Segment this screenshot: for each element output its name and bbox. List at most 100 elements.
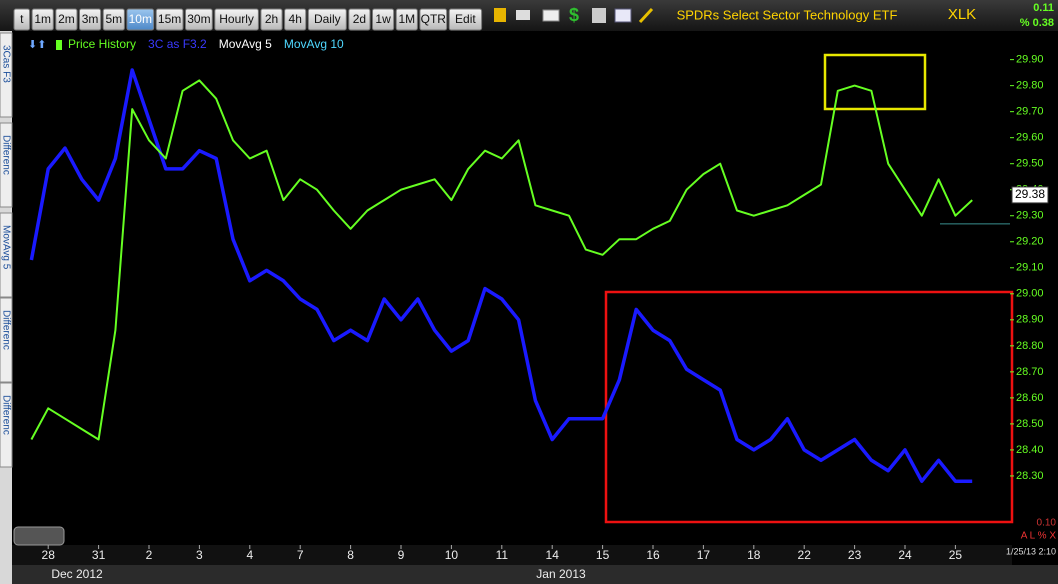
print-icon[interactable] <box>592 8 606 23</box>
toolbar-button[interactable] <box>448 8 483 31</box>
toolbar-button[interactable] <box>372 8 395 31</box>
toolbar-button-label[interactable]: 5m <box>105 12 122 26</box>
legend: ⬇⬆ Price History 3C as F3.2 MovAvg 5 MovAvg… <box>28 37 344 51</box>
sidebar-tabs: 3Cas F3 Differenc MovAvg 5 Differenc Differe… <box>0 32 13 468</box>
y-tick-label: 28.40 <box>1016 444 1044 456</box>
toolbar-button-label[interactable]: QTR <box>421 12 447 26</box>
x-tick-label: 24 <box>898 548 912 562</box>
pencil-icon[interactable] <box>638 7 654 24</box>
sidebar-tab-label[interactable]: Differenc <box>0 395 11 435</box>
x-tick-label: 9 <box>398 548 405 562</box>
x-tick-label: 28 <box>42 548 56 562</box>
y-tick-label: 29.50 <box>1016 158 1044 170</box>
toolbar-button-label[interactable]: 15m <box>158 12 181 26</box>
toolbar-button[interactable] <box>214 8 259 31</box>
x-tick-label: 23 <box>848 548 862 562</box>
y-tick-label: 28.50 <box>1016 418 1044 430</box>
legend-arrows: ⬇⬆ <box>28 39 46 51</box>
toolbar-button[interactable] <box>260 8 283 31</box>
legend-swatch <box>56 40 62 50</box>
x-tick-label: 2 <box>146 548 153 562</box>
x-tick-label: 18 <box>747 548 761 562</box>
toolbar-button[interactable] <box>185 8 213 31</box>
month-strip <box>12 565 1058 584</box>
last-price-label: 29.38 <box>1015 187 1045 201</box>
screen-icon[interactable] <box>614 8 632 23</box>
x-tick-label: 4 <box>246 548 253 562</box>
toolbar-button-label[interactable]: 2h <box>265 12 278 26</box>
month-label: Dec 2012 <box>51 567 103 581</box>
change-pct: % 0.38 <box>1020 17 1054 29</box>
chart-controls[interactable]: A L % X <box>1021 531 1057 542</box>
toolbar-button[interactable] <box>307 8 347 31</box>
toolbar-button[interactable] <box>284 8 307 31</box>
sidebar-tab-label[interactable]: Differenc <box>0 310 11 350</box>
toolbar-button[interactable] <box>13 8 31 31</box>
toolbar-button-label[interactable]: 3m <box>82 12 99 26</box>
sidebar-tab[interactable] <box>0 382 13 468</box>
toolbar-button-label[interactable]: 30m <box>187 12 210 26</box>
lock-icon[interactable] <box>494 8 506 22</box>
sidebar-tab-label[interactable]: Differenc <box>0 135 11 175</box>
toolbar-button[interactable] <box>126 8 155 31</box>
toolbar-button[interactable] <box>348 8 371 31</box>
export-icon[interactable] <box>516 10 530 20</box>
toolbar-button-label[interactable]: 1w <box>375 12 391 26</box>
x-tick-label: 17 <box>697 548 711 562</box>
dollar-icon[interactable]: $ <box>569 5 579 25</box>
sidebar-tab[interactable] <box>0 122 13 208</box>
y-tick-label: 28.70 <box>1016 366 1044 378</box>
toolbar-icons: $ <box>494 5 654 25</box>
sidebar-tab-label[interactable]: MovAvg 5 <box>0 225 11 270</box>
scroll-handle[interactable] <box>13 526 65 546</box>
highlight-box <box>604 290 1014 524</box>
toolbar-button[interactable] <box>155 8 184 31</box>
toolbar-button-label[interactable]: Daily <box>314 12 341 26</box>
toolbar-button-label[interactable]: 2m <box>58 12 75 26</box>
y-tick-label: 29.70 <box>1016 106 1044 118</box>
timestamp: 1/25/13 2:10 <box>1006 546 1056 556</box>
x-tick-label: 15 <box>596 548 610 562</box>
y-tick-label: 29.60 <box>1016 132 1044 144</box>
toolbar-button-label[interactable]: 4h <box>289 12 302 26</box>
x-tick-label: 14 <box>546 548 560 562</box>
sidebar-tab[interactable] <box>0 297 13 383</box>
toolbar-button[interactable] <box>102 8 125 31</box>
change: 0.11 <box>1033 2 1054 14</box>
y-tick-label: 28.80 <box>1016 340 1044 352</box>
toolbar-button-label[interactable]: t <box>20 12 24 26</box>
y-tick-label: 29.00 <box>1016 288 1044 300</box>
series-line <box>29 68 973 483</box>
toolbar-button-label[interactable]: 1M <box>398 12 415 26</box>
sidebar-tab[interactable] <box>0 212 13 298</box>
y-tick-label: 29.90 <box>1016 54 1044 66</box>
x-tick-label: 7 <box>297 548 304 562</box>
x-tick-label: 10 <box>445 548 459 562</box>
y-tick-label: 29.30 <box>1016 210 1044 222</box>
x-tick-label: 22 <box>798 548 812 562</box>
sidebar-tab-label[interactable]: 3Cas F3 <box>0 45 11 83</box>
toolbar-button-label[interactable]: Hourly <box>219 12 254 26</box>
y-tick-label: 28.90 <box>1016 314 1044 326</box>
x-tick-label: 3 <box>196 548 203 562</box>
toolbar-button-label[interactable]: 1m <box>34 12 51 26</box>
toolbar-button[interactable] <box>419 8 448 31</box>
toolbar-button[interactable] <box>79 8 102 31</box>
toolbar-button-label[interactable]: 2d <box>353 12 366 26</box>
mail-icon[interactable] <box>542 9 560 22</box>
toolbar-button[interactable] <box>31 8 54 31</box>
x-axis-strip <box>12 545 1012 565</box>
x-tick-label: 16 <box>646 548 660 562</box>
x-tick-label: 31 <box>92 548 106 562</box>
sidebar-tab[interactable] <box>0 32 13 118</box>
y-tick-label: 29.20 <box>1016 236 1044 248</box>
toolbar-button[interactable] <box>55 8 78 31</box>
toolbar-button-label[interactable]: 10m <box>129 12 152 26</box>
toolbar-buttons: t 1m 2m 3m 5m 10m 15m 30m Hourly 2h 4h Daily 2d 1w 1M Q… <box>13 8 483 31</box>
x-tick-label: 25 <box>949 548 963 562</box>
toolbar-button[interactable] <box>395 8 418 31</box>
y-tick-label: 28.60 <box>1016 392 1044 404</box>
toolbar-button-label[interactable]: Edit <box>455 12 476 26</box>
legend-entry: 3C as F3.2 <box>148 37 207 51</box>
